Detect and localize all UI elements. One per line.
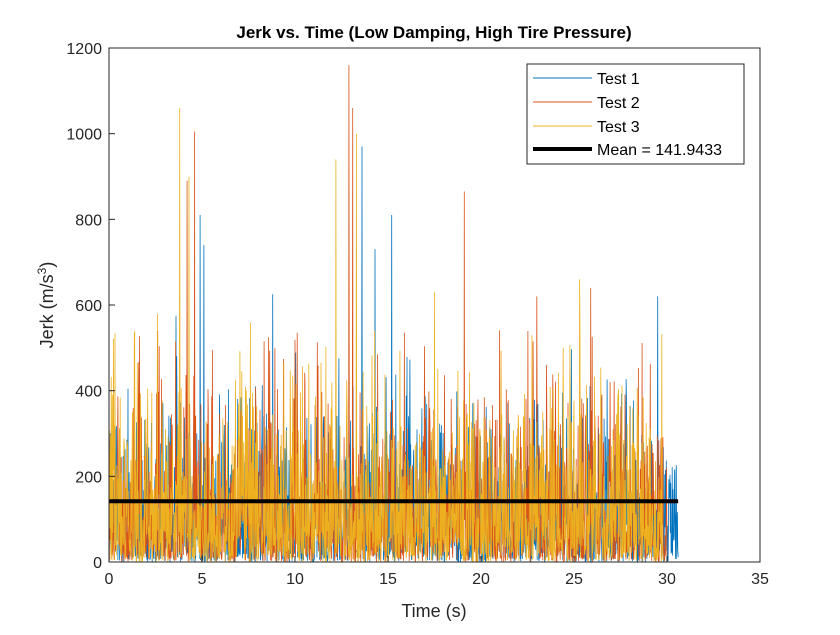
y-tick-label: 1200 xyxy=(66,41,102,58)
y-axis-label-base: Jerk (m/s xyxy=(37,274,57,348)
y-axis-label-close: ) xyxy=(37,262,57,268)
y-axis: 0 200 400 600 800 1000 1200 xyxy=(66,41,115,572)
x-tick-label: 10 xyxy=(286,571,304,588)
x-tick-label: 35 xyxy=(751,571,769,588)
y-axis-label-sup: 3 xyxy=(35,267,49,274)
y-tick-label: 600 xyxy=(75,298,102,315)
legend-label-test-1: Test 1 xyxy=(597,71,640,88)
y-axis-label: Jerk (m/s3) xyxy=(35,262,57,349)
legend-label-test-3: Test 3 xyxy=(597,119,640,136)
x-axis: 0 5 10 15 20 25 30 35 xyxy=(105,556,769,588)
y-tick-label: 400 xyxy=(75,384,102,401)
y-tick-label: 0 xyxy=(93,555,102,572)
x-tick-label: 15 xyxy=(379,571,397,588)
x-axis-label: Time (s) xyxy=(401,601,466,621)
y-tick-label: 1000 xyxy=(66,127,102,144)
legend-box xyxy=(526,63,745,165)
x-tick-label: 20 xyxy=(472,571,490,588)
legend: Test 1 Test 2 Test 3 Mean = 141.9433 xyxy=(526,63,745,165)
x-tick-label: 0 xyxy=(105,571,114,588)
series-layer xyxy=(108,65,679,564)
legend-label-test-2: Test 2 xyxy=(597,95,640,112)
legend-label-mean: Mean = 141.9433 xyxy=(597,142,722,159)
x-tick-label: 25 xyxy=(565,571,583,588)
y-tick-label: 800 xyxy=(75,212,102,229)
x-tick-label: 30 xyxy=(658,571,676,588)
chart-title: Jerk vs. Time (Low Damping, High Tire Pr… xyxy=(236,23,631,42)
x-tick-label: 5 xyxy=(198,571,207,588)
series-line-test-3 xyxy=(108,107,664,563)
y-tick-label: 200 xyxy=(75,469,102,486)
